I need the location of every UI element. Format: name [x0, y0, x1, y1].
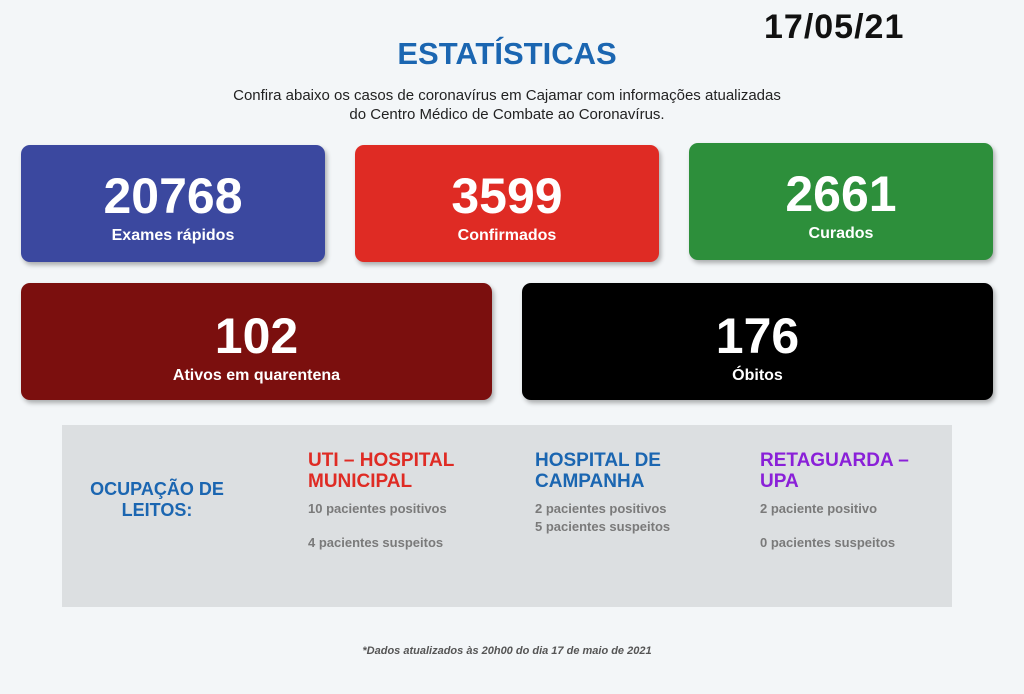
card-active-quarantine: 102 Ativos em quarentena — [21, 283, 492, 400]
bed-column-field-hospital: HOSPITAL DE CAMPANHA 2 pacientes positiv… — [535, 450, 670, 534]
card-value: 3599 — [451, 168, 563, 224]
card-rapid-tests: 20768 Exames rápidos — [21, 145, 325, 262]
card-value: 102 — [214, 308, 299, 364]
bed-occupancy-panel: OCUPAÇÃO DE LEITOS: UTI – HOSPITAL MUNIC… — [62, 425, 952, 607]
card-label: Curados — [808, 225, 874, 242]
bed-occupancy-title-line-1: OCUPAÇÃO DE — [90, 479, 224, 499]
card-value: 2661 — [785, 166, 897, 222]
subtitle-line-1: Confira abaixo os casos de coronavírus e… — [233, 87, 781, 104]
subtitle-line-2: do Centro Médico de Combate ao Coronavír… — [349, 106, 665, 123]
bed-column-heading: RETAGUARDA – UPA — [760, 450, 909, 492]
bed-column-heading-line-2: CAMPANHA — [535, 471, 645, 492]
bed-column-heading: UTI – HOSPITAL MUNICIPAL — [308, 450, 454, 492]
page-title: ESTATÍSTICAS — [397, 36, 617, 71]
card-recovered: 2661 Curados — [689, 143, 993, 260]
bed-column-heading-line-2: MUNICIPAL — [308, 471, 413, 492]
bed-occupancy-title-line-2: LEITOS: — [121, 500, 193, 520]
card-confirmed: 3599 Confirmados — [355, 145, 659, 262]
card-deaths: 176 Óbitos — [522, 283, 993, 400]
card-label: Óbitos — [732, 367, 783, 384]
update-date: 17/05/21 — [764, 8, 905, 46]
page-subtitle: Confira abaixo os casos de coronavírus e… — [0, 86, 1014, 124]
suspected-patients: 4 pacientes suspeitos — [308, 535, 444, 550]
bed-column-heading-line-2: UPA — [760, 471, 799, 492]
bed-column-heading-line-1: HOSPITAL DE — [535, 450, 661, 471]
card-value: 176 — [715, 308, 800, 364]
bed-occupancy-title: OCUPAÇÃO DE LEITOS: — [82, 479, 232, 521]
card-label: Exames rápidos — [111, 227, 235, 244]
suspected-patients: 0 pacientes suspeitos — [760, 535, 896, 550]
card-label: Confirmados — [457, 227, 557, 244]
bed-column-heading: HOSPITAL DE CAMPANHA — [535, 450, 670, 492]
bed-column-heading-line-1: UTI – HOSPITAL — [308, 450, 455, 471]
bed-column-upa: RETAGUARDA – UPA 2 paciente positivo 0 p… — [760, 450, 909, 550]
footnote: *Dados atualizados às 20h00 do dia 17 de… — [362, 645, 652, 657]
positive-patients: 2 paciente positivo — [760, 501, 878, 516]
bed-column-heading-line-1: RETAGUARDA – — [760, 450, 909, 471]
card-label: Ativos em quarentena — [172, 367, 341, 384]
suspected-patients: 5 pacientes suspeitos — [535, 519, 671, 534]
card-value: 20768 — [103, 168, 243, 224]
positive-patients: 2 pacientes positivos — [535, 501, 667, 516]
bed-column-uti-hospital: UTI – HOSPITAL MUNICIPAL 10 pacientes po… — [308, 450, 454, 550]
positive-patients: 10 pacientes positivos — [308, 501, 447, 516]
